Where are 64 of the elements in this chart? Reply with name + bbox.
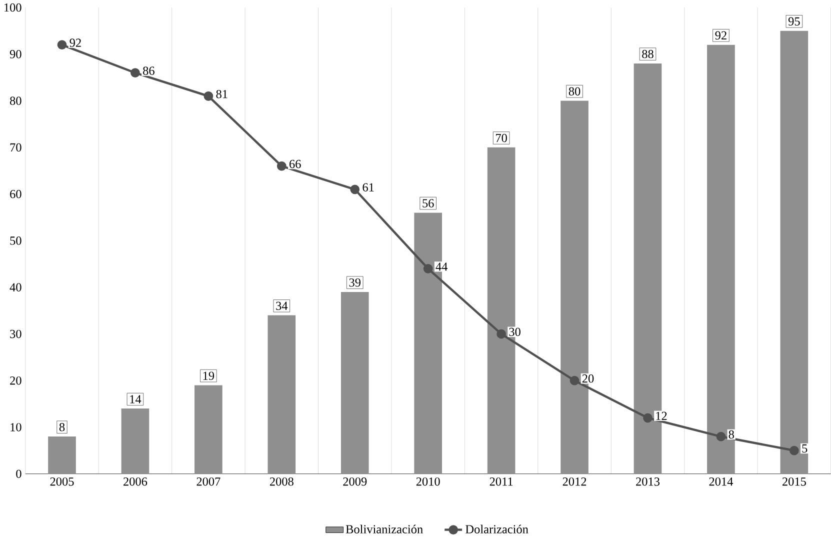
data-label: 66	[290, 160, 301, 168]
x-tick-label: 2007	[196, 477, 220, 486]
y-tick-label: 10	[10, 423, 22, 432]
data-label: 44	[436, 262, 448, 271]
data-label: 19	[203, 372, 214, 380]
bar	[121, 408, 150, 474]
y-tick-label: 90	[10, 50, 22, 58]
x-tick-label: 2009	[343, 477, 367, 486]
data-label: 86	[143, 66, 154, 75]
x-tick-label: 2014	[709, 477, 734, 486]
x-tick-label: 2006	[124, 477, 148, 486]
data-label: 81	[216, 90, 228, 98]
point	[276, 161, 286, 171]
y-tick-label: 40	[10, 283, 22, 292]
point	[57, 40, 67, 50]
point	[204, 91, 214, 101]
data-label: 39	[349, 278, 360, 287]
point	[643, 413, 652, 423]
data-label: 5	[802, 444, 808, 453]
data-label: 12	[656, 412, 667, 420]
bar	[707, 44, 735, 474]
data-label: 92	[70, 38, 81, 47]
bar	[268, 315, 296, 474]
point	[789, 446, 799, 456]
data-label: 20	[582, 374, 594, 383]
data-label: 61	[362, 183, 374, 192]
y-tick-label: 80	[10, 96, 22, 105]
data-label: 56	[422, 199, 434, 208]
data-label: 70	[496, 134, 507, 142]
legend-label: Dolarización	[466, 524, 528, 534]
data-label: 92	[715, 31, 726, 40]
point	[496, 329, 506, 339]
x-tick-label: 2005	[50, 477, 74, 486]
y-tick-label: 70	[10, 143, 22, 152]
point	[423, 264, 433, 274]
data-label: 30	[509, 328, 520, 336]
y-tick-label: 30	[10, 330, 22, 338]
y-tick-label: 60	[10, 190, 22, 198]
data-label: 34	[276, 302, 288, 310]
point	[130, 68, 140, 78]
x-tick-label: 2011	[490, 477, 513, 486]
x-tick-label: 2010	[416, 477, 440, 486]
data-label: 8	[59, 423, 65, 432]
data-label: 80	[568, 87, 580, 96]
bar	[194, 385, 222, 474]
x-tick-label: 2013	[636, 477, 660, 486]
point	[350, 184, 360, 194]
x-tick-label: 2012	[562, 477, 586, 486]
bar	[340, 292, 369, 474]
bar	[48, 436, 76, 474]
y-tick-label: 20	[10, 376, 22, 385]
y-tick-label: 50	[10, 236, 22, 245]
data-label: 88	[642, 50, 654, 58]
data-label: 95	[788, 17, 800, 26]
legend-label: Bolivianización	[346, 524, 423, 534]
x-tick-label: 2015	[782, 477, 806, 486]
y-tick-label: 0	[16, 470, 22, 478]
point	[570, 376, 580, 386]
bar	[780, 30, 808, 474]
point	[716, 432, 726, 442]
x-tick-label: 2008	[270, 477, 294, 486]
data-label: 14	[130, 395, 142, 404]
y-tick-label: 100	[4, 3, 22, 12]
data-label: 8	[728, 430, 734, 439]
